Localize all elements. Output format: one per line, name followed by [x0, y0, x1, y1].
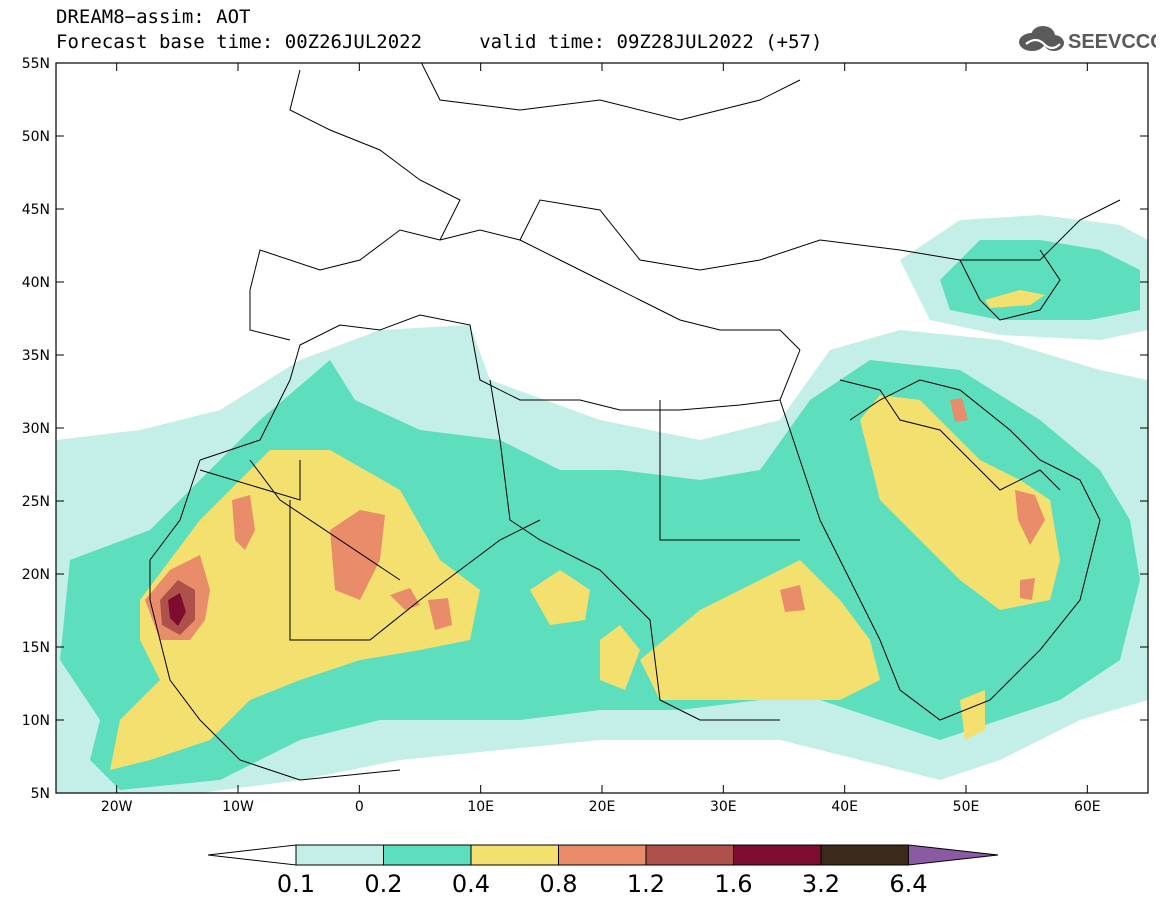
- colorbar-level-label: 6.4: [889, 870, 927, 898]
- lon-tick-label: 60E: [1074, 799, 1101, 815]
- colorbar-level-label: 1.2: [627, 870, 665, 898]
- colorbar-box: [470, 844, 559, 866]
- lon-tick-label: 10E: [467, 799, 494, 815]
- colorbar-level-label: 3.2: [802, 870, 840, 898]
- lat-tick-label: 20N: [22, 567, 50, 583]
- seevccc-logo: SEEVCCC: [1019, 26, 1156, 53]
- lon-tick-label: 10W: [222, 799, 254, 815]
- forecast-time-subtitle: Forecast base time: 00Z26JUL2022 valid t…: [56, 31, 823, 53]
- colorbar-max-arrow: [908, 844, 999, 866]
- lat-tick-label: 15N: [22, 640, 50, 656]
- aot-band-1.6: [168, 593, 186, 626]
- longitude-axis: 20W 10W 0 10E 20E 30E 40E 50E 60E: [101, 63, 1101, 815]
- lat-tick-label: 35N: [22, 348, 50, 364]
- lat-tick-label: 25N: [22, 494, 50, 510]
- colorbar-box: [295, 844, 384, 866]
- lat-tick-label: 5N: [31, 786, 50, 802]
- colorbar-level-label: 0.2: [364, 870, 402, 898]
- lon-tick-label: 50E: [953, 799, 980, 815]
- latitude-axis: 5N 10N 15N 20N 25N 30N 35N 40N 45N 50N 55N: [22, 56, 1148, 802]
- colorbar-box: [558, 844, 647, 866]
- lat-tick-label: 10N: [22, 713, 50, 729]
- colorbar-level-label: 1.6: [714, 870, 752, 898]
- chart-title: DREAM8−assim: AOT: [56, 6, 251, 28]
- lon-tick-label: 20W: [101, 799, 133, 815]
- aot-field: [56, 63, 1148, 793]
- lon-tick-label: 20E: [589, 799, 616, 815]
- logo-text: SEEVCCC: [1068, 31, 1156, 53]
- cloud-icon: [1019, 26, 1064, 51]
- lon-tick-label: 0: [355, 799, 364, 815]
- colorbar-level-label: 0.4: [452, 870, 490, 898]
- colorbar-legend: 0.1 0.2 0.4 0.8 1.2 1.6 3.2 6.4: [207, 844, 999, 898]
- colorbar-box: [383, 844, 472, 866]
- colorbar-level-label: 0.1: [277, 870, 315, 898]
- lat-tick-label: 40N: [22, 275, 50, 291]
- colorbar-min-arrow: [207, 844, 297, 866]
- colorbar-box: [820, 844, 909, 866]
- lat-tick-label: 30N: [22, 421, 50, 437]
- colorbar-box: [645, 844, 734, 866]
- lon-tick-label: 40E: [831, 799, 858, 815]
- colorbar-level-label: 0.8: [539, 870, 577, 898]
- lat-tick-label: 55N: [22, 56, 50, 72]
- lat-tick-label: 45N: [22, 202, 50, 218]
- lon-tick-label: 30E: [710, 799, 737, 815]
- aot-band-0.4: [110, 290, 1060, 770]
- colorbar-box: [733, 844, 822, 866]
- coastlines: [149, 63, 1121, 781]
- lat-tick-label: 50N: [22, 129, 50, 145]
